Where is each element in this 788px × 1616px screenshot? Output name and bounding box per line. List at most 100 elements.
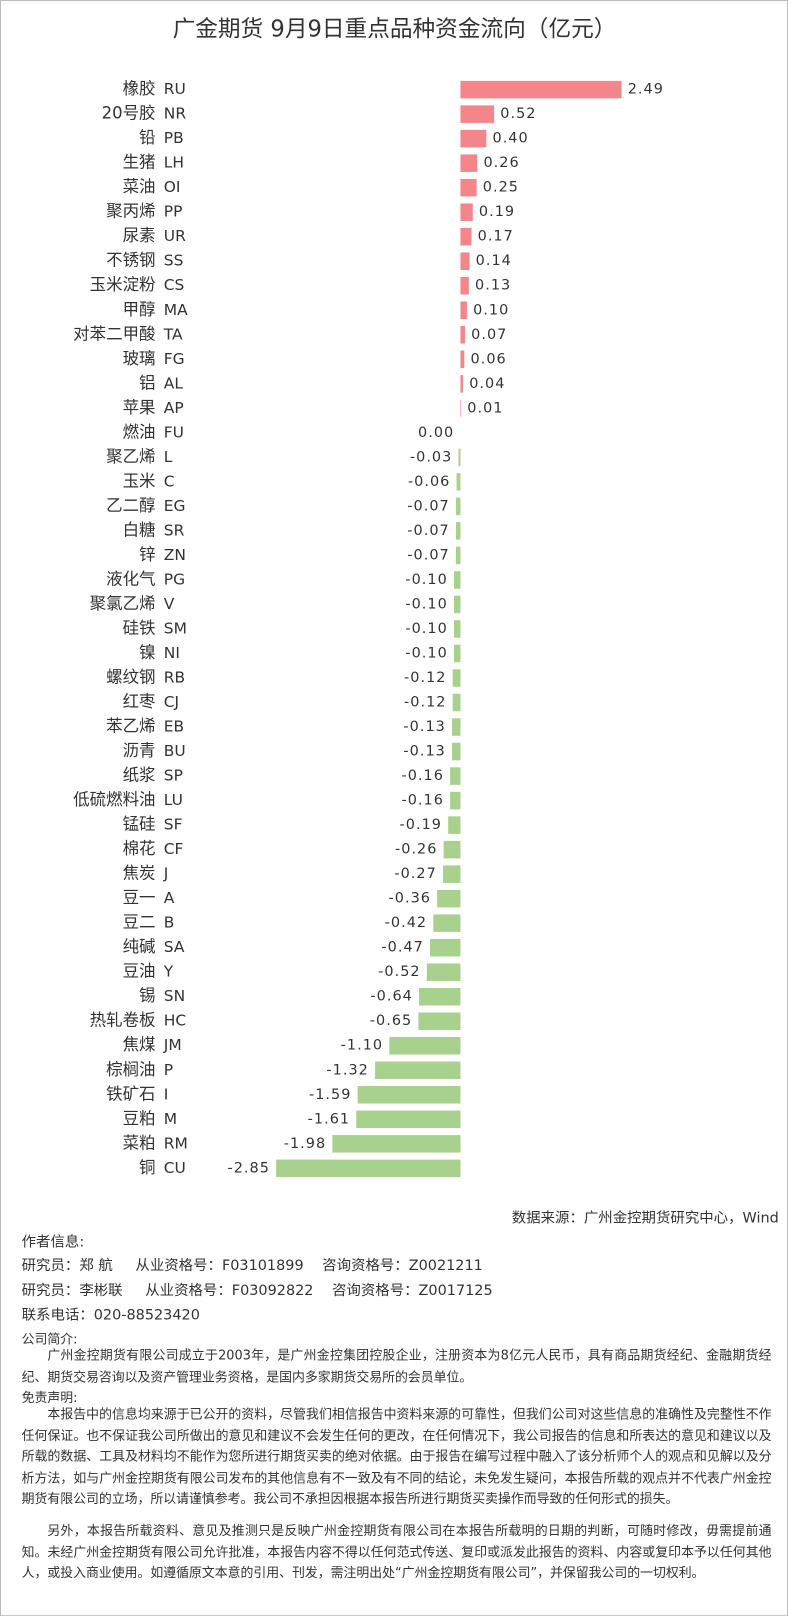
category-label: 苯乙烯 xyxy=(106,717,155,736)
code-label: CJ xyxy=(164,693,179,711)
consult: 咨询资格号：Z0021211 xyxy=(322,1257,483,1275)
category-label: 苹果 xyxy=(123,398,156,417)
value-label: 0.00 xyxy=(418,425,454,441)
code-label: PP xyxy=(164,203,183,221)
code-label: I xyxy=(164,1085,169,1103)
code-label: BU xyxy=(164,742,186,760)
researcher: 研究员：郑 航 xyxy=(21,1257,113,1275)
category-label: 铁矿石 xyxy=(106,1084,155,1103)
category-label: 聚乙烯 xyxy=(106,447,155,466)
category-label: 铜 xyxy=(139,1158,155,1177)
bar xyxy=(443,840,461,859)
code-label: PB xyxy=(164,129,184,147)
bar xyxy=(460,301,467,320)
bar xyxy=(452,742,461,761)
value-label: 0.25 xyxy=(483,180,519,196)
bar xyxy=(460,375,464,393)
value-label: -0.10 xyxy=(405,621,447,637)
value-label: -0.47 xyxy=(381,940,423,956)
license: 从业资格号：F03092822 xyxy=(145,1282,314,1299)
bar xyxy=(276,1159,461,1178)
category-label: 燃油 xyxy=(123,422,156,441)
bar xyxy=(418,1012,461,1030)
code-label: L xyxy=(164,448,173,466)
disclaimer-heading: 免责声明: xyxy=(21,1389,78,1406)
code-label: SA xyxy=(164,938,185,956)
category-label: 豆二 xyxy=(123,913,156,932)
value-label: 0.01 xyxy=(467,400,503,416)
bar xyxy=(460,227,472,246)
bar xyxy=(455,522,461,540)
value-label: -1.59 xyxy=(309,1087,351,1103)
value-label: -0.16 xyxy=(401,768,443,784)
code-label: RB xyxy=(164,669,185,687)
bar xyxy=(453,595,461,614)
code-label: CU xyxy=(164,1159,186,1177)
code-label: AL xyxy=(164,374,184,392)
bar xyxy=(419,987,461,1006)
bar xyxy=(460,203,473,221)
value-label: 0.07 xyxy=(471,327,507,343)
bar xyxy=(453,620,461,638)
category-label: 乙二醇 xyxy=(106,496,155,515)
value-label: -0.26 xyxy=(395,842,437,858)
value-label: 0.19 xyxy=(479,204,515,220)
bar xyxy=(452,693,461,712)
value-label: -0.52 xyxy=(378,964,420,980)
code-label: FU xyxy=(164,423,184,441)
bar xyxy=(437,889,461,908)
code-label: Y xyxy=(163,963,174,981)
code-label: OI xyxy=(164,178,181,196)
company-text: 广州金控期货有限公司成立于2003年，是广州金控集团控股企业，注册资本为8亿元人… xyxy=(21,1347,772,1384)
bar xyxy=(460,80,622,99)
category-label: 玻璃 xyxy=(123,349,156,368)
code-label: LU xyxy=(164,791,183,809)
category-label: 镍 xyxy=(139,643,155,662)
bar xyxy=(460,399,462,418)
code-label: HC xyxy=(164,1012,186,1030)
code-label: CF xyxy=(164,840,184,858)
value-label: -1.98 xyxy=(284,1136,326,1152)
category-label: 硅铁 xyxy=(123,618,156,637)
bar xyxy=(453,571,461,589)
category-label: 低硫燃料油 xyxy=(73,790,155,809)
code-label: B xyxy=(164,914,175,932)
code-label: C xyxy=(164,472,175,490)
code-label: RU xyxy=(164,80,186,98)
bar xyxy=(357,1086,461,1104)
value-label: 0.17 xyxy=(478,229,514,245)
value-label: -0.03 xyxy=(410,449,452,465)
author-heading: 作者信息: xyxy=(21,1234,85,1251)
bar xyxy=(375,1061,461,1080)
value-label: -0.27 xyxy=(394,866,436,882)
bar xyxy=(430,938,461,957)
category-label: 菜粕 xyxy=(123,1133,156,1152)
bar xyxy=(453,644,461,663)
value-label: -0.10 xyxy=(405,572,447,588)
value-label: -0.10 xyxy=(405,645,447,661)
chart: 广金期货 9月9日重点品种资金流向（亿元） 橡胶 RU 2.49 20号胶 NR 0.52… xyxy=(73,16,663,1178)
code-label: M xyxy=(164,1110,177,1128)
category-label: 锰硅 xyxy=(123,815,156,834)
value-label: -0.10 xyxy=(405,596,447,612)
value-label: 0.04 xyxy=(469,376,505,392)
code-label: SS xyxy=(164,252,184,270)
value-label: 0.40 xyxy=(493,131,529,147)
value-label: -0.13 xyxy=(403,744,445,760)
code-label: EB xyxy=(164,718,184,736)
value-label: -0.13 xyxy=(403,719,445,735)
code-label: SF xyxy=(164,816,183,834)
code-label: NR xyxy=(164,105,187,123)
category-label: 铅 xyxy=(139,128,155,147)
bar xyxy=(460,154,478,172)
code-label: RM xyxy=(164,1134,188,1152)
bar xyxy=(332,1135,461,1153)
code-label: SP xyxy=(164,767,183,785)
bar xyxy=(356,1110,461,1129)
bar xyxy=(450,791,461,810)
bar xyxy=(460,350,465,369)
category-label: 铝 xyxy=(139,373,155,392)
code-label: SM xyxy=(164,619,187,637)
value-label: -0.07 xyxy=(407,547,449,563)
